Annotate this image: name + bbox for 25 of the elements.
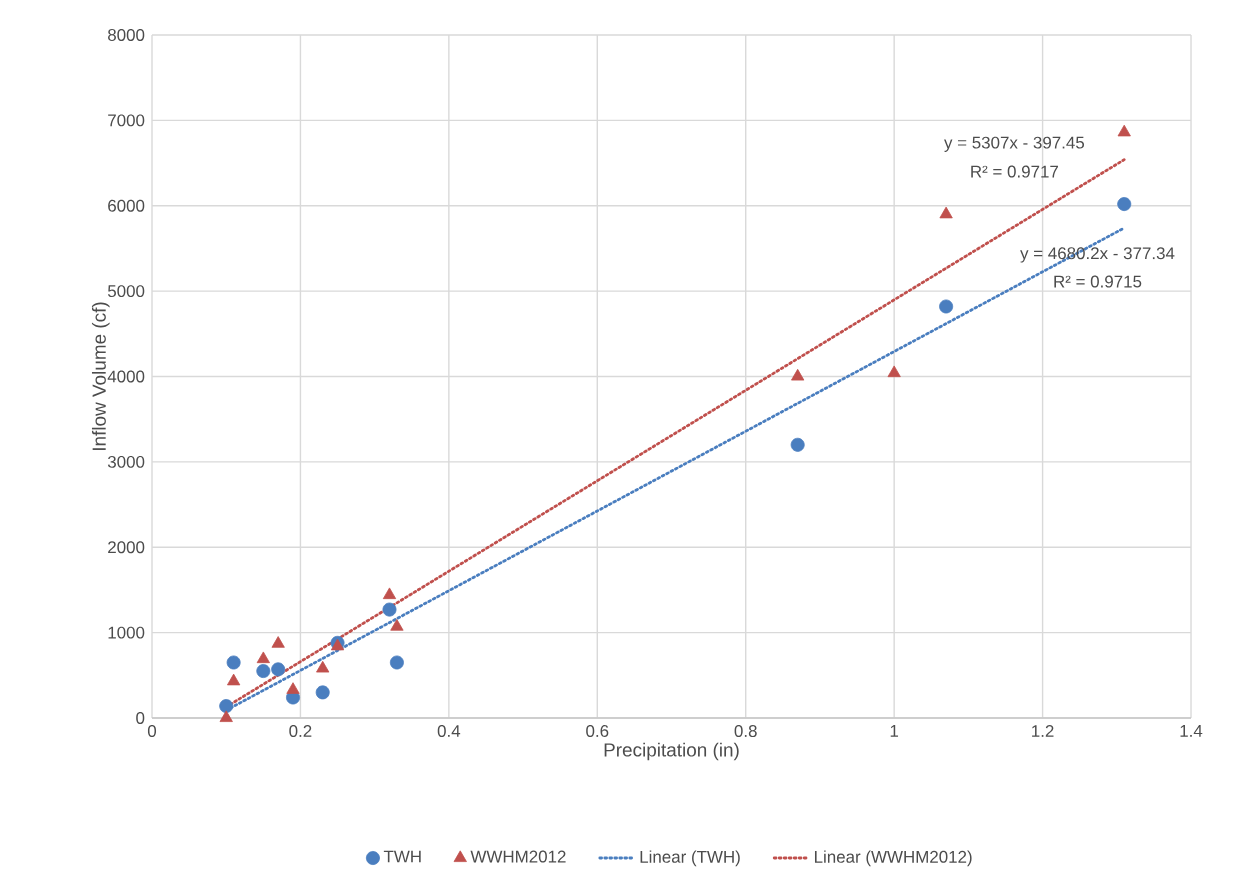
y-tick-label: 1000	[108, 626, 145, 639]
y-tick-label: 3000	[107, 455, 145, 468]
y-tick-label: 8000	[108, 29, 145, 41]
legend-label: TWH	[383, 850, 421, 863]
legend-label: WWHM2012	[470, 850, 566, 863]
x-tick-label: 1.4	[1180, 725, 1203, 737]
x-axis-title: Precipitation (in)	[604, 742, 739, 761]
annotation: y = 5307x - 397.45	[944, 136, 1085, 152]
x-tick-label: 0.4	[437, 725, 461, 738]
x-tick-label: 0	[147, 725, 157, 738]
x-tick-label: 0.6	[586, 725, 609, 738]
x-tick-label: 0.8	[734, 725, 757, 738]
y-tick-label: 0	[136, 712, 145, 724]
y-tick-label: 5000	[107, 285, 145, 298]
annotation: R² = 0.9715	[1054, 275, 1142, 288]
y-tick-label: 7000	[108, 114, 145, 127]
annotation: R² = 0.9717	[971, 165, 1058, 178]
legend-label: Linear (TWH)	[640, 850, 740, 867]
y-tick-label: 2000	[108, 541, 145, 554]
y-tick-label: 6000	[108, 199, 145, 212]
y-tick-label: 4000	[107, 370, 145, 383]
legend-label: Linear (WWHM2012)	[814, 850, 972, 867]
x-tick-label: 1.2	[1032, 725, 1054, 737]
x-tick-label: 0.2	[289, 725, 312, 738]
x-tick-label: 1	[890, 725, 899, 737]
